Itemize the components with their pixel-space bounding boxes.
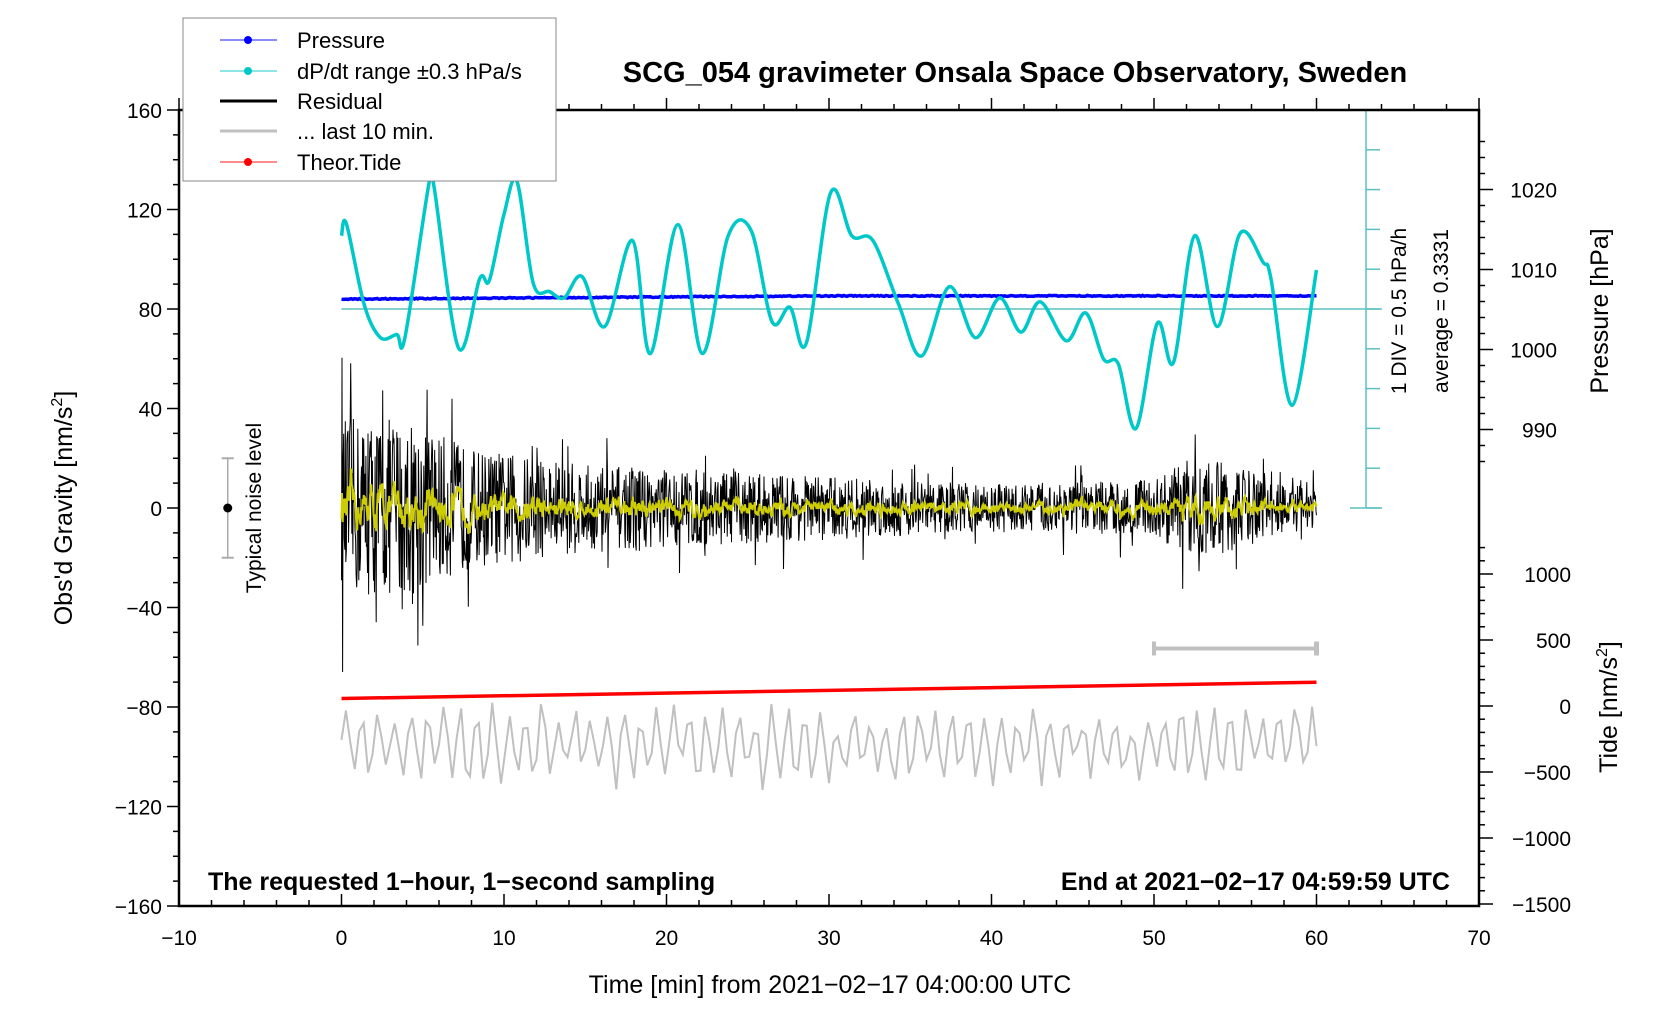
x-axis-label: Time [min] from 2021−02−17 04:00:00 UTC — [589, 971, 1072, 999]
y-tick-label: 0 — [150, 498, 162, 521]
legend-label-pressure: Pressure — [297, 28, 385, 53]
tide-tick-label: 1000 — [1524, 564, 1571, 587]
legend-label-last10: ... last 10 min. — [297, 119, 434, 144]
tide-tick-label: −500 — [1524, 762, 1571, 785]
legend-marker-tide — [244, 158, 252, 166]
y-axis-label-tide: Tide [nm/s2] — [1594, 641, 1623, 773]
pressure-tick-label: 1010 — [1510, 260, 1557, 283]
last-10-min-line — [340, 702, 1318, 791]
x-tick-label: 30 — [817, 927, 840, 950]
data-marks — [221, 162, 1382, 791]
x-tick-label: 0 — [336, 927, 348, 950]
noise-level-dot — [223, 503, 233, 513]
average-label: average = 0.3331 — [1430, 229, 1453, 393]
x-tick-label: 10 — [492, 927, 515, 950]
y-axis-label-left: Obs'd Gravity [nm/s2] — [49, 391, 78, 626]
tide-tick-label: 0 — [1559, 696, 1571, 719]
x-tick-label: 50 — [1142, 927, 1165, 950]
tide-tick-label: 500 — [1536, 630, 1571, 653]
legend-label-residual: Residual — [297, 89, 383, 114]
residual-line — [341, 357, 1317, 673]
y-axis-label-pressure: Pressure [hPa] — [1586, 228, 1614, 393]
legend-marker-pressure — [244, 36, 252, 44]
residual-smoothed-line — [340, 467, 1318, 535]
end-time-note: End at 2021−02−17 04:59:59 UTC — [1061, 868, 1450, 896]
pressure-tick-label: 1000 — [1510, 340, 1557, 363]
pressure-tick-label: 1020 — [1510, 180, 1557, 203]
legend-label-tide: Theor.Tide — [297, 150, 401, 175]
tide-tick-label: −1000 — [1512, 828, 1571, 851]
y-tick-label: 160 — [127, 100, 162, 123]
chart-title: SCG_054 gravimeter Onsala Space Observat… — [623, 57, 1407, 89]
div-label: 1 DIV = 0.5 hPa/h — [1388, 228, 1411, 394]
y-tick-label: −40 — [126, 598, 162, 621]
dpdt-line — [339, 162, 1319, 431]
noise-level-label: Typical noise level — [243, 423, 266, 593]
x-tick-label: 70 — [1467, 927, 1490, 950]
axes: −10 0 10 20 30 40 50 60 7016012080400−40−80−120−… — [115, 98, 1571, 950]
y-tick-label: 120 — [127, 200, 162, 223]
y-tick-label: −120 — [115, 797, 162, 820]
tide-tick-label: −1500 — [1512, 894, 1571, 917]
x-tick-label: 60 — [1305, 927, 1328, 950]
plot-frame — [177, 108, 1481, 908]
legend-label-dpdt: dP/dt range ±0.3 hPa/s — [297, 59, 522, 84]
legend: Pressure dP/dt range ±0.3 hPa/s Residual… — [182, 17, 557, 182]
y-tick-label: −160 — [115, 896, 162, 919]
legend-marker-dpdt — [244, 67, 252, 75]
x-tick-label: 20 — [655, 927, 678, 950]
y-tick-label: −80 — [126, 697, 162, 720]
pressure-tick-label: 990 — [1522, 420, 1557, 443]
tide-line — [341, 680, 1317, 701]
y-tick-label: 40 — [139, 399, 162, 422]
y-tick-label: 80 — [139, 299, 162, 322]
x-tick-label: 40 — [980, 927, 1003, 950]
sampling-note: The requested 1−hour, 1−second sampling — [208, 868, 715, 896]
pressure-line — [341, 293, 1317, 302]
x-tick-label: −10 — [161, 927, 197, 950]
